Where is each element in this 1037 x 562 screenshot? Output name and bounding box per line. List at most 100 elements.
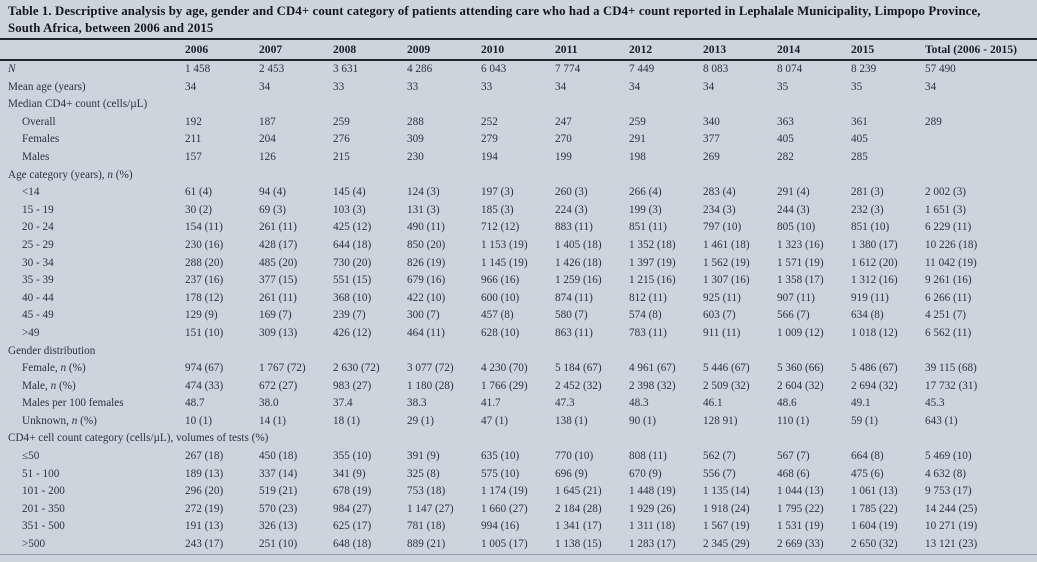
value-cell: 33 bbox=[481, 80, 493, 93]
value-cell: 94 (4) bbox=[259, 186, 287, 199]
value-cell: 211 bbox=[185, 133, 202, 146]
value-cell: 5 486 (67) bbox=[851, 362, 898, 375]
value-cell: 425 (12) bbox=[333, 221, 372, 234]
row-label-cell: 35 - 39 bbox=[22, 274, 54, 287]
value-cell: 37.4 bbox=[333, 397, 353, 410]
value-cell: 48.6 bbox=[777, 397, 797, 410]
row-label-cell: N bbox=[8, 63, 16, 75]
value-cell: 49.1 bbox=[851, 397, 871, 410]
value-cell: 288 bbox=[407, 115, 424, 128]
value-cell: 1 380 (17) bbox=[851, 238, 898, 251]
value-cell: 48.3 bbox=[629, 397, 649, 410]
table-row: N 1 458 2 453 3 631 4 286 6 043 7 774 7 449 8 08… bbox=[0, 60, 1037, 79]
value-cell: 288 (20) bbox=[185, 256, 224, 269]
value-cell: 2 669 (33) bbox=[770, 536, 844, 555]
value-cell: 974 (67) bbox=[185, 362, 224, 375]
value-cell: 1 009 (12) bbox=[777, 326, 824, 339]
value-cell: 237 (16) bbox=[185, 274, 224, 287]
value-cell: 1 153 (19) bbox=[481, 238, 528, 251]
value-cell: 35 bbox=[777, 80, 789, 93]
table-title: Table 1. Descriptive analysis by age, ge… bbox=[8, 3, 1032, 36]
value-cell: 279 bbox=[481, 133, 498, 146]
value-cell: 291 (4) bbox=[777, 186, 810, 199]
value-cell: 29 (1) bbox=[407, 414, 435, 427]
value-cell: 600 (10) bbox=[481, 291, 520, 304]
value-cell: 260 (3) bbox=[555, 186, 588, 199]
year-header-cell: 2006 bbox=[178, 38, 252, 61]
value-cell: 7 774 bbox=[555, 63, 581, 75]
row-label-cell: Male, n (%) bbox=[22, 379, 76, 392]
value-cell: 230 (16) bbox=[185, 238, 224, 251]
value-cell: 232 (3) bbox=[851, 203, 884, 216]
value-cell: 1 323 (16) bbox=[777, 238, 824, 251]
value-cell: 59 (1) bbox=[851, 414, 879, 427]
value-cell: 259 bbox=[629, 115, 646, 128]
value-cell: 199 bbox=[555, 150, 572, 163]
table-row: >500 243 (17) 251 (10) 648 (18) 889 (21) 1 00… bbox=[0, 536, 1037, 555]
value-cell: 781 (18) bbox=[407, 520, 446, 533]
value-cell: 457 (8) bbox=[481, 309, 514, 322]
value-cell: 1 005 (17) bbox=[474, 536, 548, 555]
value-cell: 696 (9) bbox=[555, 467, 588, 480]
value-cell: 519 (21) bbox=[259, 485, 298, 498]
value-cell: 2 630 (72) bbox=[333, 362, 380, 375]
value-cell: 377 (15) bbox=[259, 274, 298, 287]
value-cell: 291 bbox=[629, 133, 646, 146]
value-cell: 309 (13) bbox=[259, 326, 298, 339]
value-cell: 468 (6) bbox=[777, 467, 810, 480]
value-cell: 33 bbox=[407, 80, 419, 93]
value-cell: 6 043 bbox=[481, 63, 507, 75]
value-cell: 1 147 (27) bbox=[407, 502, 454, 515]
table-title-line2: South Africa, between 2006 and 2015 bbox=[8, 20, 214, 35]
value-cell: 1 341 (17) bbox=[555, 520, 602, 533]
value-cell: 10 226 (18) bbox=[925, 238, 978, 251]
value-cell: 575 (10) bbox=[481, 467, 520, 480]
value-cell: 9 753 (17) bbox=[925, 485, 972, 498]
value-cell: 1 215 (16) bbox=[629, 274, 676, 287]
value-cell: 4 286 bbox=[407, 63, 433, 75]
row-label-cell: 25 - 29 bbox=[22, 238, 54, 251]
value-cell: 1 135 (14) bbox=[703, 485, 750, 498]
table-row: 15 - 19 30 (2) 69 (3) 103 (3) 131 (3) 185 (3)… bbox=[0, 202, 1037, 220]
value-cell: 1 461 (18) bbox=[703, 238, 750, 251]
value-cell: 261 (11) bbox=[259, 221, 297, 234]
value-cell: 1 283 (17) bbox=[622, 536, 696, 555]
value-cell: 1 645 (21) bbox=[555, 485, 602, 498]
value-cell: 6 562 (11) bbox=[925, 326, 972, 339]
value-cell: 361 bbox=[851, 115, 868, 128]
value-cell: 14 244 (25) bbox=[925, 502, 978, 515]
value-cell: 34 bbox=[629, 80, 641, 93]
value-cell: 267 (18) bbox=[185, 450, 224, 463]
table-row: Female, n (%) 974 (67) 1 767 (72) 2 630 (72… bbox=[0, 360, 1037, 378]
value-cell: 1 405 (18) bbox=[555, 238, 602, 251]
table-row: Mean age (years) 34 34 33 33 33 34 34 34 35 35 34 bbox=[0, 79, 1037, 97]
value-cell: 1 767 (72) bbox=[259, 362, 306, 375]
value-cell: 154 (11) bbox=[185, 221, 223, 234]
value-cell: 2 509 (32) bbox=[703, 379, 750, 392]
value-cell: 13 121 (23) bbox=[918, 536, 1037, 555]
value-cell: 199 (3) bbox=[629, 203, 662, 216]
value-cell: 1 145 (19) bbox=[481, 256, 528, 269]
value-cell: 261 (11) bbox=[259, 291, 297, 304]
value-cell: 110 (1) bbox=[777, 414, 810, 427]
value-cell: 2 184 (28) bbox=[555, 502, 602, 515]
table-row: 45 - 49 129 (9) 169 (7) 239 (7) 300 (7) 457 (… bbox=[0, 307, 1037, 325]
value-cell: 103 (3) bbox=[333, 203, 366, 216]
value-cell: 8 074 bbox=[777, 63, 803, 75]
year-header-cell: 2008 bbox=[326, 38, 400, 61]
value-cell: 712 (12) bbox=[481, 221, 520, 234]
row-label-cell: 40 - 44 bbox=[22, 291, 54, 304]
value-cell: 128 91) bbox=[703, 414, 738, 427]
value-cell: 1 571 (19) bbox=[777, 256, 824, 269]
row-label-cell: Unknown, n (%) bbox=[22, 414, 97, 427]
value-cell: 2 452 (32) bbox=[555, 379, 602, 392]
row-label-cell: 15 - 19 bbox=[22, 203, 54, 216]
value-cell: 474 (33) bbox=[185, 379, 224, 392]
value-cell: 5 184 (67) bbox=[555, 362, 602, 375]
value-cell: 187 bbox=[259, 115, 276, 128]
value-cell: 2 398 (32) bbox=[629, 379, 676, 392]
table-row: <14 61 (4) 94 (4) 145 (4) 124 (3) 197 (3) 260 … bbox=[0, 184, 1037, 202]
value-cell: 580 (7) bbox=[555, 309, 588, 322]
value-cell: 919 (11) bbox=[851, 291, 889, 304]
value-cell: 603 (7) bbox=[703, 309, 736, 322]
